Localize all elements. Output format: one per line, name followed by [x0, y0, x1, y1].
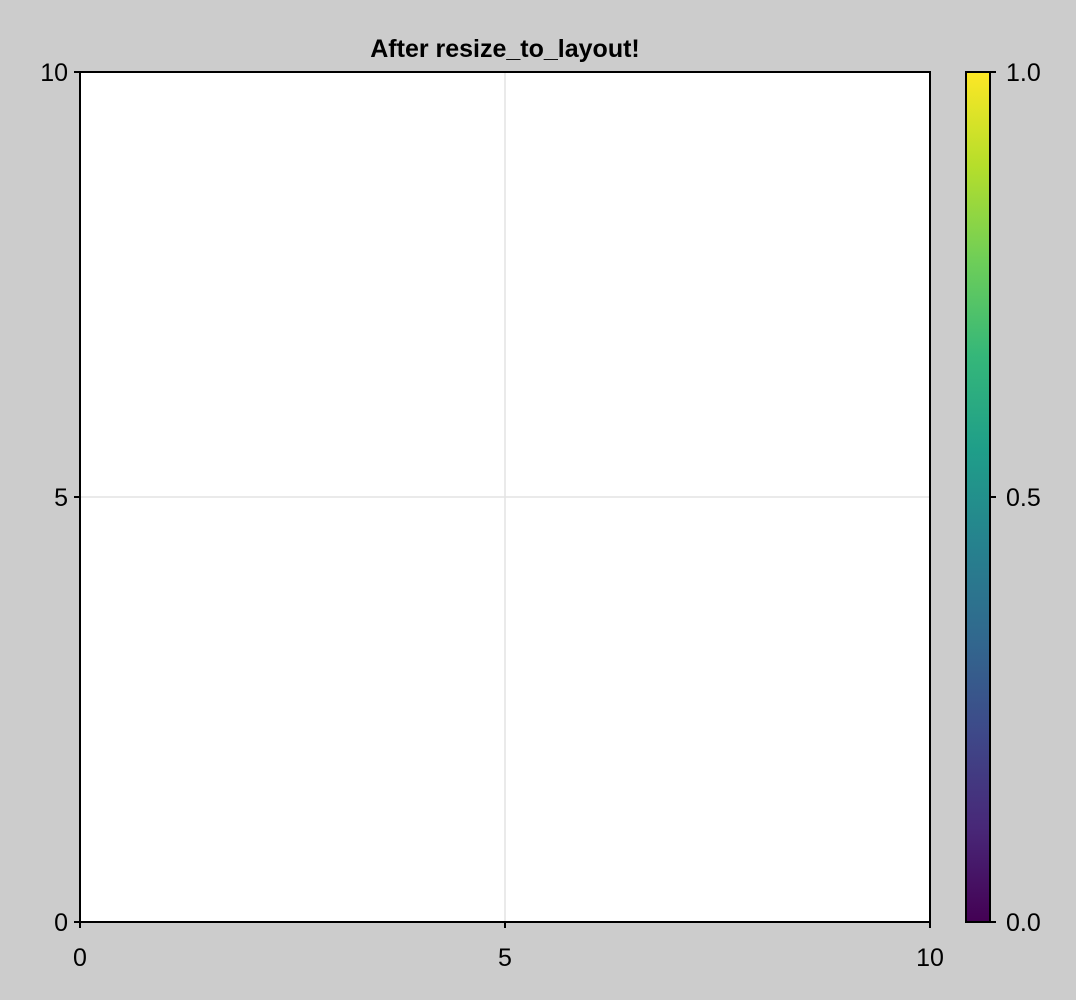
axes: 0 5 10 0 5 10 — [40, 59, 944, 972]
colorbar-tick-label: 0.5 — [1006, 484, 1041, 512]
y-tick-label: 5 — [54, 484, 68, 512]
colorbar-gradient — [966, 72, 990, 922]
y-tick-label: 10 — [40, 59, 68, 87]
y-tick-label: 0 — [54, 909, 68, 937]
colorbar: 0.0 0.5 1.0 — [965, 59, 1041, 937]
x-tick-label: 0 — [73, 944, 87, 972]
x-tick-label: 5 — [498, 944, 512, 972]
y-axis-ticks: 0 5 10 — [40, 59, 80, 937]
grid-lines — [80, 72, 930, 922]
x-axis-ticks: 0 5 10 — [73, 922, 944, 972]
chart-title: After resize_to_layout! — [370, 35, 640, 63]
colorbar-tick-label: 0.0 — [1006, 909, 1041, 937]
colorbar-tick-label: 1.0 — [1006, 59, 1041, 87]
x-tick-label: 10 — [916, 944, 944, 972]
colorbar-ticks: 0.0 0.5 1.0 — [990, 59, 1041, 937]
